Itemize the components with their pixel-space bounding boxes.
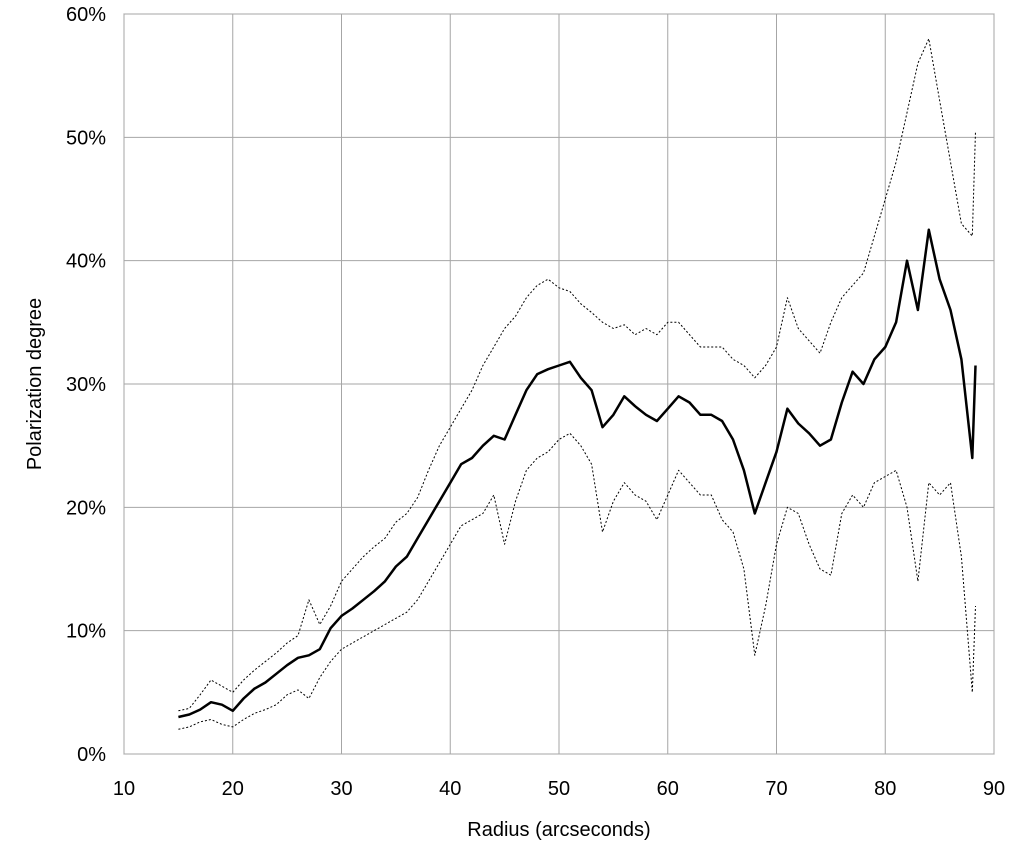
y-axis-title: Polarization degree: [24, 298, 46, 470]
x-axis-title: Radius (arcseconds): [467, 819, 650, 841]
x-tick-label: 40: [439, 778, 461, 800]
y-tick-label: 10%: [66, 621, 106, 643]
grid: [123, 13, 995, 755]
x-axis-ticks: 10 20 30 40 50 60 70 80 90: [113, 778, 1005, 800]
y-tick-label: 0%: [77, 744, 106, 766]
x-tick-label: 70: [765, 778, 787, 800]
x-tick-label: 20: [222, 778, 244, 800]
series-group: [178, 38, 977, 730]
y-axis-ticks: 0% 10% 20% 30% 40% 50% 60%: [66, 4, 106, 766]
y-tick-label: 40%: [66, 251, 106, 273]
x-tick-label: 60: [657, 778, 679, 800]
series-line-upper: [178, 38, 976, 712]
x-tick-label: 50: [548, 778, 570, 800]
x-tick-label: 10: [113, 778, 135, 800]
y-tick-label: 50%: [66, 127, 106, 149]
x-tick-label: 90: [983, 778, 1005, 800]
y-tick-label: 30%: [66, 374, 106, 396]
series-line-lower: [178, 432, 976, 730]
y-tick-label: 60%: [66, 4, 106, 26]
y-tick-label: 20%: [66, 497, 106, 519]
series-line-main: [178, 228, 977, 719]
x-tick-label: 80: [874, 778, 896, 800]
x-tick-label: 30: [330, 778, 352, 800]
